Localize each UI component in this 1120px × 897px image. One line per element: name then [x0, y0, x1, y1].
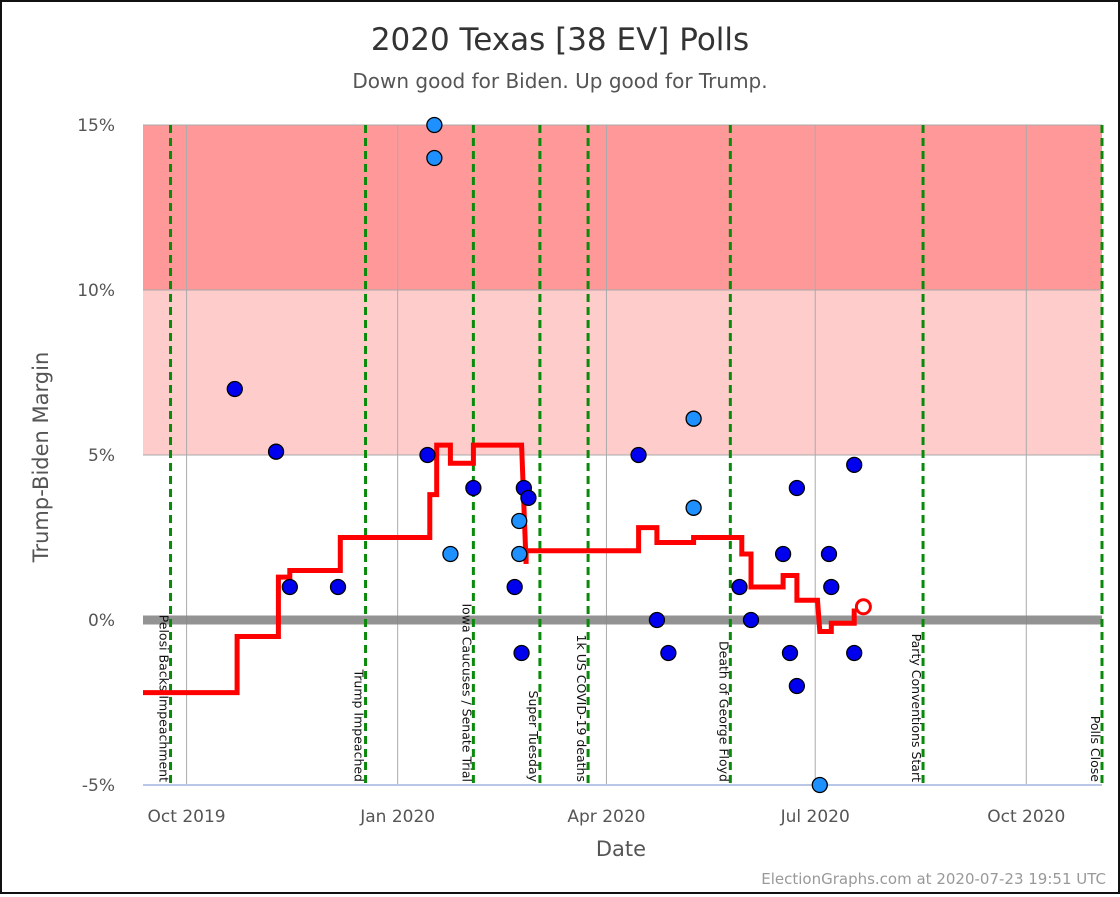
poll-point	[506, 578, 523, 596]
poll-point	[442, 545, 459, 563]
y-tick-label: -5%	[82, 776, 115, 796]
chart-title: 2020 Texas [38 EV] Polls	[371, 22, 749, 58]
poll-point	[511, 512, 528, 530]
x-tick-label: Oct 2019	[148, 807, 226, 827]
event-label: Trump Impeached	[352, 668, 367, 782]
current-estimate-marker	[854, 598, 872, 616]
event-label: Iowa Caucuses / Senate Trial	[459, 604, 474, 783]
x-tick-label: Jul 2020	[780, 807, 850, 827]
event-label: Death of George Floyd	[716, 641, 731, 782]
y-tick-label: 15%	[77, 116, 115, 136]
chart-subtitle: Down good for Biden. Up good for Trump.	[352, 69, 767, 93]
poll-point	[660, 644, 677, 662]
strong-trump-band	[143, 125, 1102, 290]
poll-point	[846, 644, 863, 662]
poll-point	[630, 446, 647, 464]
y-tick-label: 10%	[77, 281, 115, 301]
credit-text: ElectionGraphs.com at 2020-07-23 19:51 U…	[761, 870, 1106, 888]
x-tick-label: Oct 2020	[987, 807, 1065, 827]
poll-point	[742, 611, 760, 629]
lean-trump-band	[143, 290, 1102, 455]
poll-point	[520, 489, 537, 507]
poll-point	[281, 578, 298, 596]
poll-point	[781, 644, 799, 662]
poll-point	[267, 443, 285, 460]
poll-point	[731, 578, 748, 596]
poll-point	[426, 149, 443, 167]
poll-point	[419, 446, 436, 464]
poll-point	[226, 380, 243, 398]
poll-point	[685, 410, 702, 427]
poll-point	[685, 499, 702, 516]
event-label: Super Tuesday	[526, 691, 541, 783]
event-label: Party Conventions Start	[909, 634, 924, 782]
poll-point	[513, 644, 530, 662]
poll-point	[774, 545, 792, 563]
poll-point	[811, 776, 828, 794]
average-line	[143, 442, 857, 696]
poll-point	[329, 578, 347, 596]
event-label: Pelosi Backs Impeachment	[157, 615, 172, 782]
poll-point	[465, 479, 482, 497]
event-label: 1k US COVID-19 deaths	[574, 635, 589, 782]
poll-point	[788, 677, 806, 695]
y-tick-label: 0%	[88, 611, 115, 631]
x-tick-label: Jan 2020	[359, 807, 435, 827]
poll-point	[511, 545, 528, 563]
event-label: Polls Close	[1088, 716, 1103, 783]
y-axis-label: Trump-Biden Margin	[29, 352, 53, 564]
poll-point	[788, 479, 806, 497]
x-axis-label: Date	[596, 837, 646, 861]
poll-point	[823, 578, 840, 596]
poll-point	[820, 545, 838, 563]
poll-point	[648, 611, 666, 629]
poll-point	[426, 116, 443, 134]
plot-area: Pelosi Backs Impeachment Trump Impeached I…	[77, 116, 1104, 827]
x-tick-label: Apr 2020	[567, 807, 645, 827]
y-tick-label: 5%	[88, 446, 115, 466]
poll-point	[846, 456, 863, 474]
